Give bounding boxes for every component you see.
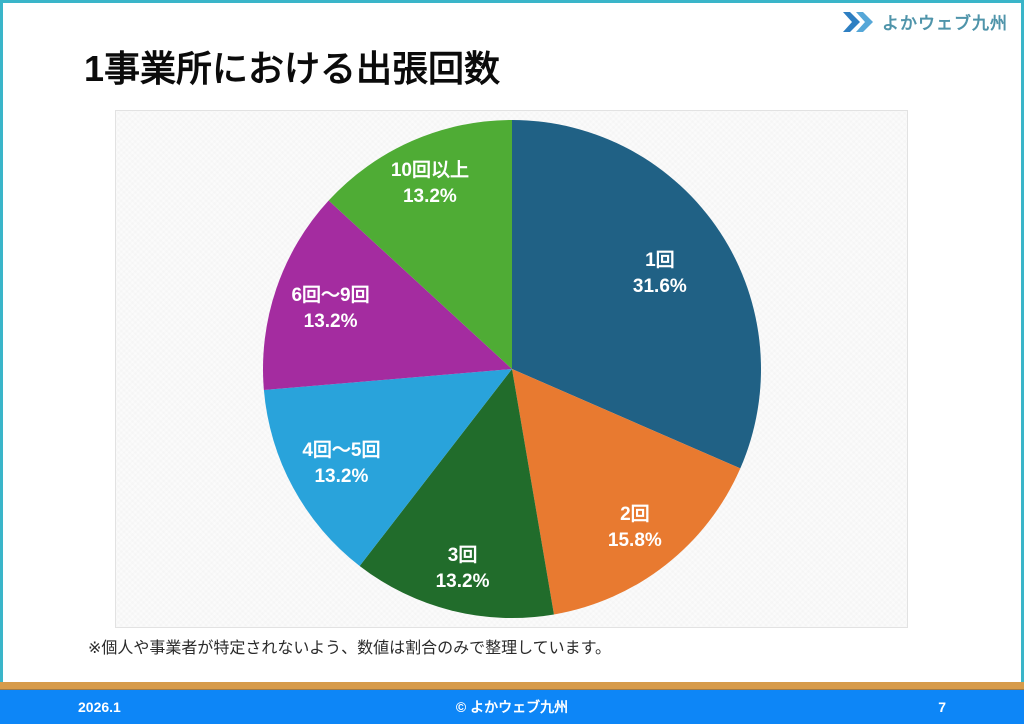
pie-slice-label: 3回 13.2% [436, 544, 490, 592]
double-chevron-icon [843, 11, 873, 32]
pie-slice-label: 2回 15.8% [608, 503, 662, 551]
logo: よかウェブ九州 [842, 9, 1008, 34]
footer-copyright: © よかウェブ九州 [455, 699, 569, 715]
footer-accent-line [0, 682, 1024, 690]
pie-slice-label: 10回以上 13.2% [391, 159, 469, 207]
pie-slice-5 [262, 200, 512, 391]
logo-text: よかウェブ九州 [882, 14, 1008, 33]
pie-slice-6 [328, 120, 512, 369]
page-title: 1事業所における出張回数 [84, 48, 501, 89]
pie-slice-3 [359, 369, 554, 619]
pie-slice-label: 1回 31.6% [633, 249, 687, 297]
footnote: ※個人や事業者が特定されないよう、数値は割合のみで整理しています。 [88, 640, 612, 657]
footer-bar: 2026.1 © よかウェブ九州 7 [0, 690, 1024, 724]
chart-panel: 1回 31.6% 2回 15.8% 3回 13.2% 4回～5回 13.2% 6回～9回 13.2… [115, 110, 908, 628]
footer-page-number: 7 [938, 699, 946, 715]
pie-slice-label: 6回～9回 13.2% [291, 284, 369, 332]
pie-chart: 1回 31.6% 2回 15.8% 3回 13.2% 4回～5回 13.2% 6回～9回 13.2… [262, 120, 761, 619]
footer-date: 2026.1 [78, 699, 121, 715]
pie-slice-label: 4回～5回 13.2% [302, 439, 380, 487]
pie-slice-1 [512, 120, 761, 469]
pie-slice-2 [512, 369, 741, 615]
pie-slice-4 [263, 369, 512, 566]
